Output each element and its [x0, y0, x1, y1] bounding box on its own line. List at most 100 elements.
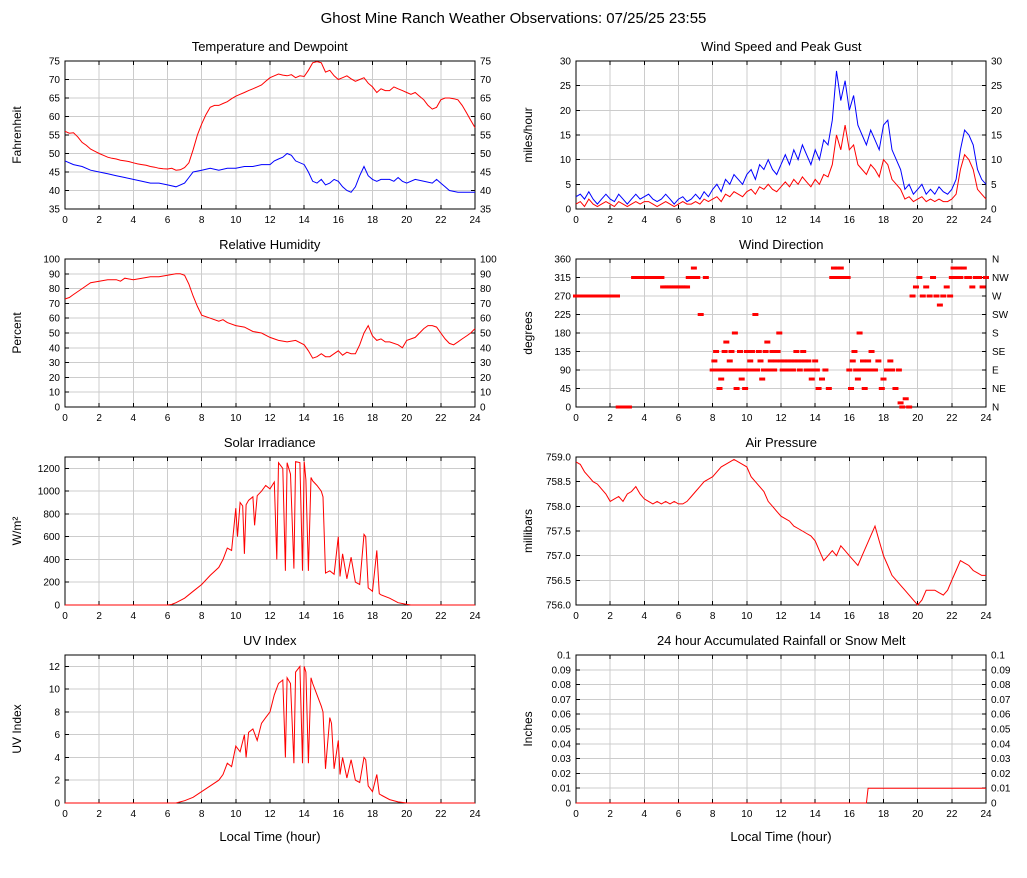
svg-text:10: 10 [742, 611, 754, 622]
svg-text:0.07: 0.07 [991, 695, 1011, 706]
svg-text:8: 8 [199, 215, 205, 226]
chart-title: Relative Humidity [219, 237, 321, 252]
chart-canvas-rainfall: 0 2 4 6 8 10 12 14 16 18 20 22 24 0 0 0.01 0.01 0.02 0.02 0… [518, 649, 1022, 851]
svg-text:22: 22 [947, 215, 959, 226]
charts-grid: Temperature and Dewpoint 0 2 4 6 8 10 12 14 16 18… [0, 39, 1027, 851]
svg-text:757.0: 757.0 [546, 551, 571, 562]
svg-text:756.0: 756.0 [546, 601, 571, 612]
svg-text:25: 25 [991, 81, 1003, 92]
chart-wind-direction: Wind Direction 0 2 4 6 8 10 12 14 16 18 20 22 24 0 N 45… [518, 237, 1022, 431]
svg-text:20: 20 [912, 215, 924, 226]
svg-text:0.05: 0.05 [552, 725, 572, 736]
svg-text:0: 0 [573, 611, 579, 622]
svg-text:225: 225 [555, 310, 572, 321]
svg-text:50: 50 [480, 149, 492, 160]
svg-text:0: 0 [566, 799, 572, 810]
svg-text:0: 0 [480, 403, 486, 414]
svg-text:20: 20 [401, 413, 413, 424]
svg-text:Fahrenheit: Fahrenheit [10, 106, 24, 164]
svg-text:60: 60 [49, 314, 61, 325]
svg-text:0.09: 0.09 [991, 665, 1011, 676]
svg-text:20: 20 [991, 106, 1003, 117]
svg-text:55: 55 [480, 131, 492, 142]
svg-text:22: 22 [435, 611, 447, 622]
svg-text:0.02: 0.02 [552, 769, 572, 780]
svg-text:800: 800 [43, 509, 60, 520]
svg-text:6: 6 [164, 413, 170, 424]
svg-text:W/m²: W/m² [10, 517, 24, 546]
svg-text:2: 2 [96, 215, 102, 226]
svg-text:80: 80 [480, 284, 492, 295]
svg-text:100: 100 [480, 255, 497, 266]
svg-text:24: 24 [469, 809, 481, 820]
svg-text:10: 10 [480, 388, 492, 399]
svg-text:20: 20 [401, 215, 413, 226]
svg-text:18: 18 [367, 809, 379, 820]
svg-text:45: 45 [560, 384, 572, 395]
svg-text:22: 22 [947, 413, 959, 424]
svg-text:10: 10 [742, 809, 754, 820]
svg-text:8: 8 [710, 809, 716, 820]
svg-text:14: 14 [298, 611, 310, 622]
svg-text:80: 80 [49, 284, 61, 295]
chart-title: Wind Direction [738, 237, 824, 252]
svg-text:NW: NW [992, 273, 1009, 284]
svg-text:0.02: 0.02 [991, 769, 1011, 780]
svg-text:50: 50 [49, 149, 61, 160]
svg-text:miles/hour: miles/hour [521, 107, 535, 162]
svg-text:20: 20 [912, 413, 924, 424]
svg-text:0: 0 [62, 413, 68, 424]
svg-text:Inches: Inches [521, 711, 535, 746]
svg-text:2: 2 [96, 611, 102, 622]
svg-text:0: 0 [991, 799, 997, 810]
chart-canvas-wind-direction: 0 2 4 6 8 10 12 14 16 18 20 22 24 0 N 45 NE 90 E 135 SE 180 S 2… [518, 253, 1022, 431]
svg-text:14: 14 [298, 809, 310, 820]
svg-text:14: 14 [298, 413, 310, 424]
svg-text:35: 35 [480, 205, 492, 216]
svg-text:5: 5 [566, 180, 572, 191]
svg-text:90: 90 [49, 269, 61, 280]
svg-text:757.5: 757.5 [546, 527, 571, 538]
svg-text:16: 16 [844, 611, 856, 622]
svg-text:0.03: 0.03 [552, 754, 572, 765]
svg-text:759.0: 759.0 [546, 453, 571, 464]
svg-text:12: 12 [264, 809, 276, 820]
svg-text:4: 4 [54, 753, 60, 764]
chart-canvas-solar-irradiance: 0 2 4 6 8 10 12 14 16 18 20 22 24 0 200 400 600 800 1000 12… [6, 451, 510, 629]
svg-text:0.09: 0.09 [552, 665, 572, 676]
svg-text:2: 2 [608, 413, 614, 424]
svg-text:22: 22 [435, 215, 447, 226]
svg-text:12: 12 [264, 215, 276, 226]
svg-text:4: 4 [642, 215, 648, 226]
svg-text:24: 24 [469, 413, 481, 424]
chart-svg-air-pressure: 0 2 4 6 8 10 12 14 16 18 20 22 24756.0756.5757.0757.… [521, 453, 993, 623]
svg-text:40: 40 [49, 186, 61, 197]
svg-text:0.08: 0.08 [552, 680, 572, 691]
svg-text:2: 2 [96, 413, 102, 424]
svg-text:0: 0 [573, 809, 579, 820]
svg-text:6: 6 [676, 413, 682, 424]
svg-text:40: 40 [480, 186, 492, 197]
svg-text:16: 16 [844, 809, 856, 820]
chart-svg-rainfall: 0 2 4 6 8 10 12 14 16 18 20 22 240 00.01 0.010.02 0.020… [521, 651, 1011, 845]
page-title: Ghost Mine Ranch Weather Observations: 0… [320, 10, 707, 27]
svg-text:NE: NE [992, 384, 1006, 395]
svg-text:10: 10 [49, 685, 61, 696]
svg-text:10: 10 [991, 155, 1003, 166]
svg-text:S: S [992, 329, 999, 340]
svg-text:2: 2 [608, 809, 614, 820]
svg-text:14: 14 [298, 215, 310, 226]
svg-text:15: 15 [991, 131, 1003, 142]
svg-text:18: 18 [878, 809, 890, 820]
svg-text:0.06: 0.06 [552, 710, 572, 721]
chart-temperature-dewpoint: Temperature and Dewpoint 0 2 4 6 8 10 12 14 16 18… [6, 39, 510, 233]
svg-text:60: 60 [480, 112, 492, 123]
svg-text:50: 50 [49, 329, 61, 340]
svg-text:22: 22 [947, 611, 959, 622]
svg-text:75: 75 [49, 57, 61, 68]
chart-title: 24 hour Accumulated Rainfall or Snow Mel… [656, 633, 906, 648]
svg-text:0.01: 0.01 [991, 784, 1011, 795]
svg-text:24: 24 [981, 611, 993, 622]
svg-text:10: 10 [230, 611, 242, 622]
svg-text:70: 70 [480, 299, 492, 310]
